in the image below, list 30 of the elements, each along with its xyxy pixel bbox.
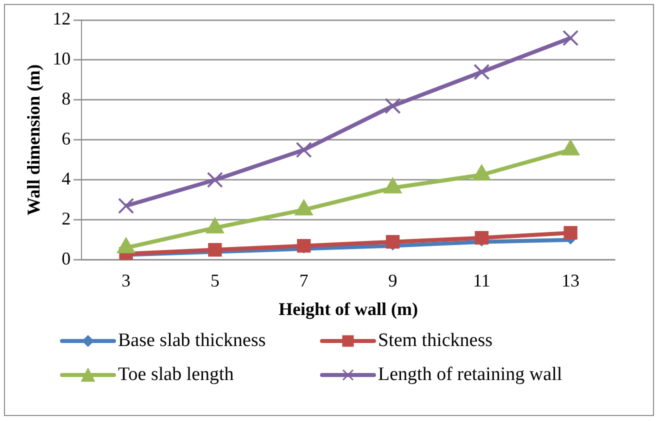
x-tick-label: 7 [299,270,308,290]
point [296,238,311,253]
y-tick-label: 4 [62,168,71,189]
point [118,198,134,214]
x-tick-label: 3 [122,270,131,290]
point [206,172,224,188]
legend-label: Length of retaining wall [378,364,562,386]
point [386,234,400,249]
y-tick-label: 8 [62,88,71,109]
point [474,64,490,80]
x-tick-label: 11 [472,270,490,290]
point [564,226,578,240]
y-tick-label: 12 [52,8,71,29]
legend-label: Toe slab length [118,364,234,386]
y-tick-label: 0 [62,248,71,269]
x-tick-label: 13 [562,270,580,290]
y-tick-label: 6 [62,128,71,149]
point [296,142,312,158]
legend-label: Stem thickness [378,330,493,352]
point [562,30,579,46]
legend-label: Base slab thickness [118,330,266,352]
point [384,98,401,114]
y-axis-title: Wall dimension (m) [23,64,44,216]
y-tick-label: 2 [62,208,71,229]
point [208,242,222,257]
x-tick-label: 9 [388,270,398,290]
x-tick-label: 5 [210,270,220,290]
x-axis-title: Height of wall (m) [278,298,418,319]
y-tick-label: 10 [52,48,71,69]
point [474,230,489,245]
